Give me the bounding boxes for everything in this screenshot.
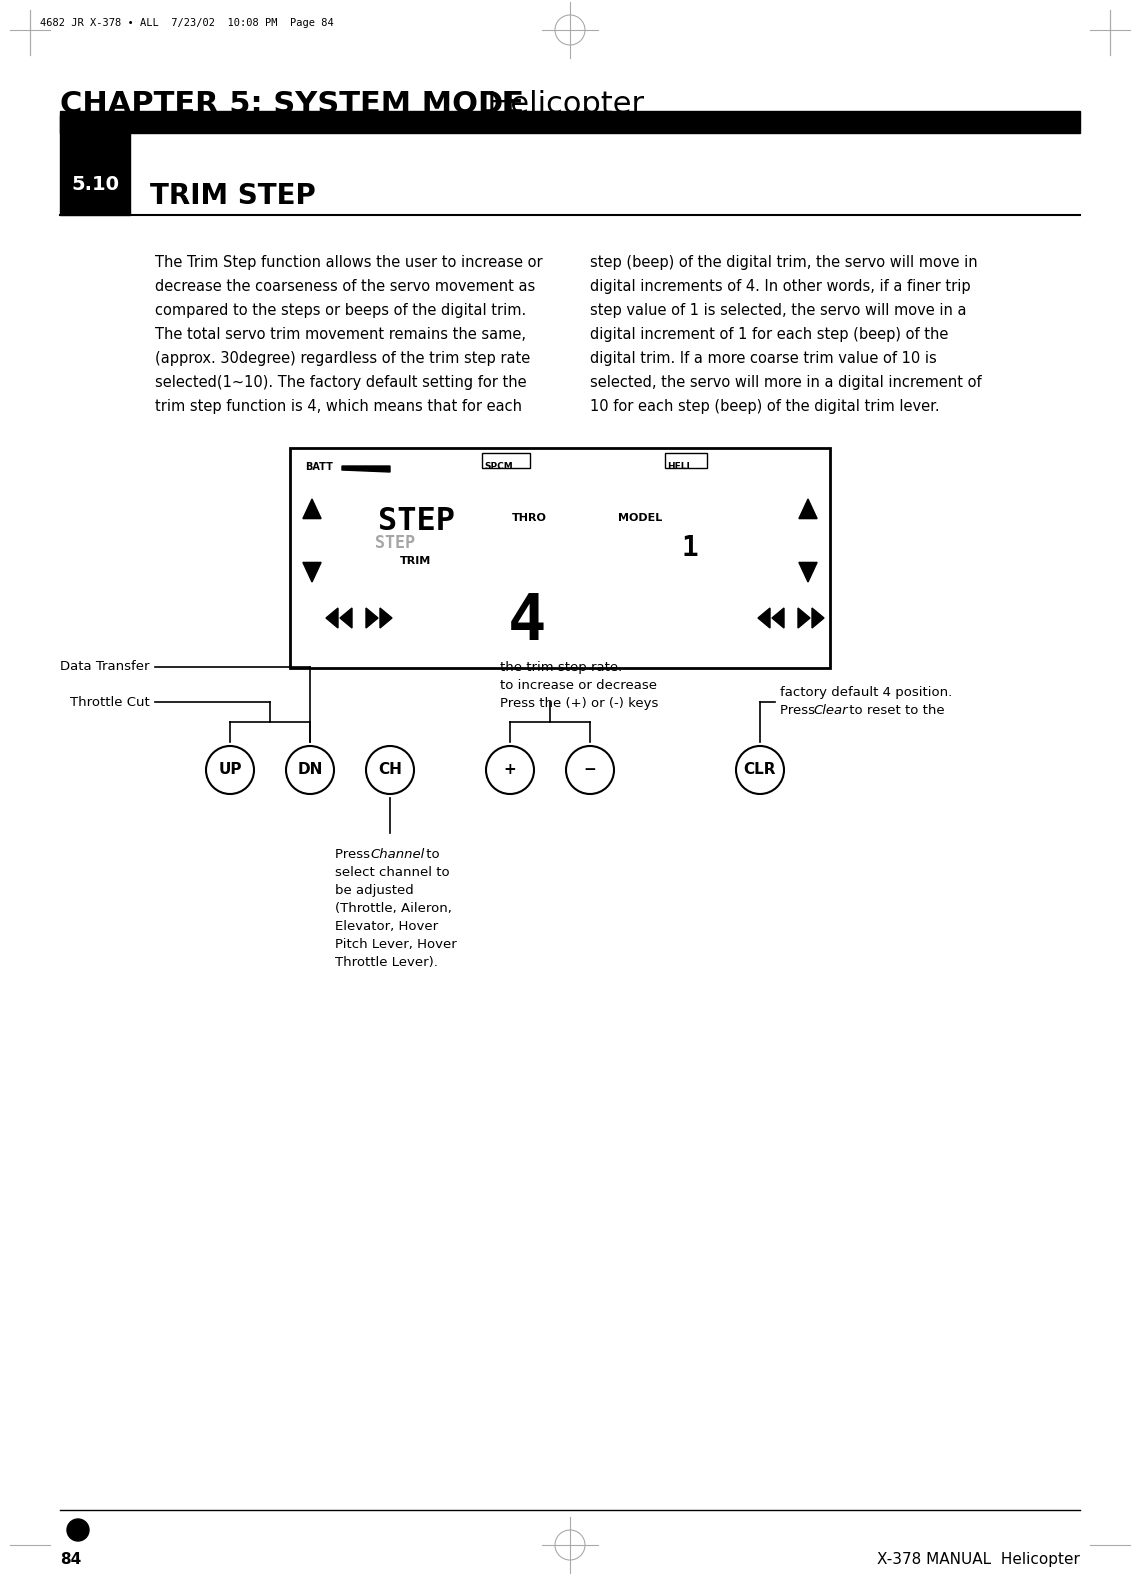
Text: The Trim Step function allows the user to increase or: The Trim Step function allows the user t… [155,255,543,269]
Text: HELI: HELI [667,461,690,471]
Text: factory default 4 position.: factory default 4 position. [780,687,952,699]
Polygon shape [342,466,390,472]
Polygon shape [798,608,811,628]
Text: digital increment of 1 for each step (beep) of the: digital increment of 1 for each step (be… [591,328,948,342]
Text: CH: CH [378,762,402,778]
Text: Throttle Lever).: Throttle Lever). [335,956,438,969]
Text: −: − [584,762,596,778]
Polygon shape [772,608,784,628]
Polygon shape [326,608,337,628]
Bar [290,447,830,668]
Text: STEP: STEP [375,534,415,551]
Polygon shape [366,608,378,628]
Text: compared to the steps or beeps of the digital trim.: compared to the steps or beeps of the di… [155,302,527,318]
Text: 4: 4 [508,591,546,654]
Text: MODEL: MODEL [618,513,662,523]
Text: UP: UP [218,762,242,778]
Text: to: to [422,847,440,862]
Text: to increase or decrease: to increase or decrease [500,679,657,691]
Text: selected(1~10). The factory default setting for the: selected(1~10). The factory default sett… [155,375,527,391]
Text: STEP: STEP [378,506,455,537]
Text: step value of 1 is selected, the servo will move in a: step value of 1 is selected, the servo w… [591,302,967,318]
Circle shape [67,1518,89,1540]
Text: digital increments of 4. In other words, if a finer trip: digital increments of 4. In other words,… [591,279,970,295]
Bar [665,454,707,468]
Bar [60,110,1080,132]
Text: Press: Press [335,847,374,862]
Text: select channel to: select channel to [335,866,449,879]
Text: digital trim. If a more coarse trim value of 10 is: digital trim. If a more coarse trim valu… [591,351,937,365]
Text: THRO: THRO [512,513,547,523]
Text: to reset to the: to reset to the [845,704,945,717]
Text: 1: 1 [682,534,699,562]
Polygon shape [303,499,321,518]
Text: DN: DN [298,762,323,778]
Text: Press the (+) or (-) keys: Press the (+) or (-) keys [500,698,659,710]
Bar [482,454,530,468]
Text: trim step function is 4, which means that for each: trim step function is 4, which means tha… [155,398,522,414]
Text: Pitch Lever, Hover: Pitch Lever, Hover [335,939,457,951]
Text: be adjusted: be adjusted [335,884,414,898]
Text: 4682 JR X-378 • ALL  7/23/02  10:08 PM  Page 84: 4682 JR X-378 • ALL 7/23/02 10:08 PM Pag… [40,17,334,28]
Text: · Helicopter: · Helicopter [469,90,644,120]
Text: (Throttle, Aileron,: (Throttle, Aileron, [335,902,451,915]
Polygon shape [758,608,770,628]
Text: TRIM: TRIM [400,556,431,565]
Text: Elevator, Hover: Elevator, Hover [335,920,438,932]
Text: +: + [504,762,516,778]
Text: decrease the coarseness of the servo movement as: decrease the coarseness of the servo mov… [155,279,536,295]
Text: step (beep) of the digital trim, the servo will move in: step (beep) of the digital trim, the ser… [591,255,978,269]
Text: BATT: BATT [306,461,333,472]
Text: the trim step rate.: the trim step rate. [500,662,622,674]
Text: Data Transfer: Data Transfer [60,660,150,674]
Text: The total servo trim movement remains the same,: The total servo trim movement remains th… [155,328,526,342]
Text: Clear: Clear [813,704,848,717]
Text: CHAPTER 5: SYSTEM MODE: CHAPTER 5: SYSTEM MODE [60,90,524,120]
Polygon shape [340,608,352,628]
Polygon shape [303,562,321,583]
Text: 84: 84 [60,1551,81,1567]
Text: selected, the servo will more in a digital increment of: selected, the servo will more in a digit… [591,375,982,391]
Text: TRIM STEP: TRIM STEP [150,183,316,209]
Text: CLR: CLR [743,762,776,778]
Text: X-378 MANUAL  Helicopter: X-378 MANUAL Helicopter [877,1551,1080,1567]
Text: Press: Press [780,704,820,717]
Text: Throttle Cut: Throttle Cut [71,696,150,709]
Text: 10 for each step (beep) of the digital trim lever.: 10 for each step (beep) of the digital t… [591,398,939,414]
Text: (approx. 30degree) regardless of the trim step rate: (approx. 30degree) regardless of the tri… [155,351,530,365]
Text: Channel: Channel [370,847,424,862]
Polygon shape [799,499,817,518]
Bar [60,115,130,216]
Text: SPCM: SPCM [484,461,513,471]
Text: 5.10: 5.10 [71,175,119,194]
Polygon shape [812,608,824,628]
Polygon shape [799,562,817,583]
Polygon shape [380,608,392,628]
